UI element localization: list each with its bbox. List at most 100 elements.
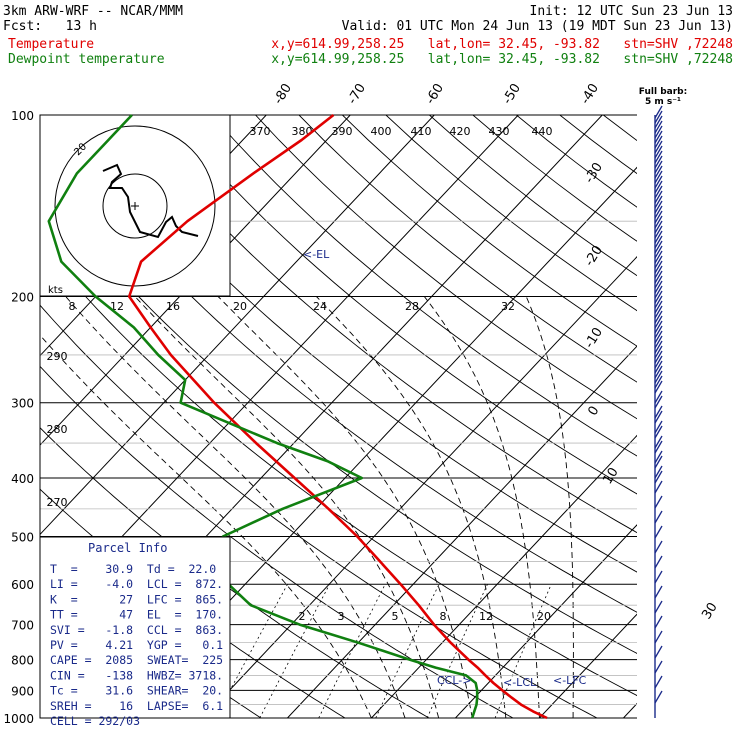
wind-barb bbox=[654, 470, 663, 484]
wind-barb bbox=[654, 105, 663, 119]
parcel-info-row: CAPE = 2085 SWEAT= 225 bbox=[50, 653, 223, 667]
full-barb-label: Full barb: bbox=[639, 87, 687, 97]
wind-barb bbox=[654, 205, 663, 219]
temperature-legend: Temperature bbox=[8, 37, 94, 52]
isotherm-line bbox=[707, 115, 740, 718]
mixing-low-label: 3 bbox=[338, 610, 345, 623]
hodograph-units: kts bbox=[48, 285, 63, 296]
wind-barb bbox=[654, 155, 663, 169]
wind-barb bbox=[654, 450, 663, 464]
wind-barb bbox=[654, 140, 663, 154]
wind-barb bbox=[654, 165, 663, 179]
isotherm-label: -70 bbox=[345, 81, 369, 107]
wind-barb bbox=[654, 390, 663, 404]
wind-barb bbox=[654, 350, 663, 364]
hodograph-trace bbox=[102, 163, 199, 239]
theta-label: 380 bbox=[292, 125, 313, 138]
wind-barb bbox=[654, 540, 663, 554]
wind-barb bbox=[654, 255, 663, 269]
moist-adiabat-line bbox=[316, 296, 507, 718]
mixing-ratio-line bbox=[494, 584, 552, 718]
wind-barb bbox=[654, 345, 663, 359]
moist-adiabat-line bbox=[217, 296, 473, 718]
wind-barb bbox=[654, 160, 663, 174]
wind-barb bbox=[654, 480, 663, 494]
wind-barb bbox=[654, 660, 663, 674]
wind-barb bbox=[654, 380, 663, 394]
mixing-low-label: 2 bbox=[299, 610, 306, 623]
wind-barb bbox=[654, 465, 663, 479]
annotation-label: <-LCL bbox=[503, 676, 537, 689]
dry-adiabat-line bbox=[168, 115, 637, 495]
wind-barb bbox=[654, 585, 663, 599]
parcel-info-row: K = 27 LFC = 865. bbox=[50, 592, 223, 606]
wind-barb bbox=[654, 110, 663, 124]
theta-label: 390 bbox=[332, 125, 353, 138]
theta-left-label: 290 bbox=[47, 350, 68, 363]
temperature-line bbox=[127, 113, 548, 720]
isotherm-label: -40 bbox=[578, 81, 602, 107]
theta-label: 420 bbox=[450, 125, 471, 138]
pressure-tick-label: 100 bbox=[11, 109, 34, 123]
mixing-label: 24 bbox=[313, 300, 327, 313]
wind-barb bbox=[654, 220, 663, 234]
theta-label: 370 bbox=[250, 125, 271, 138]
theta-label: 400 bbox=[371, 125, 392, 138]
wind-barb bbox=[654, 230, 663, 244]
moist-adiabat-line bbox=[40, 334, 372, 718]
wind-barb bbox=[654, 270, 663, 284]
forecast-hour: Fcst: 13 h bbox=[3, 19, 97, 34]
mixing-ratio-line bbox=[318, 584, 386, 718]
mixing-label: 28 bbox=[405, 300, 419, 313]
theta-label: 430 bbox=[489, 125, 510, 138]
wind-barb bbox=[654, 305, 663, 319]
theta-left-label: 270 bbox=[47, 496, 68, 509]
wind-barb bbox=[654, 145, 663, 159]
wind-barb bbox=[654, 455, 663, 469]
wind-barb bbox=[654, 240, 663, 254]
wind-barb bbox=[654, 310, 663, 324]
pressure-tick-label: 200 bbox=[11, 291, 34, 305]
wind-barb bbox=[654, 375, 663, 389]
dry-adiabat-line bbox=[342, 115, 637, 347]
theta-left-label: 280 bbox=[47, 423, 68, 436]
wind-barb bbox=[654, 425, 663, 439]
wind-barbs bbox=[654, 105, 663, 718]
mixing-low-label: 20 bbox=[537, 610, 551, 623]
wind-barb bbox=[654, 495, 663, 509]
wind-barb bbox=[654, 570, 663, 584]
wind-barb bbox=[654, 195, 663, 209]
wind-barb bbox=[654, 200, 663, 214]
parcel-info-panel: Parcel Info T = 30.9 Td = 22.0LI = -4.0 … bbox=[39, 536, 231, 728]
pressure-tick-label: 400 bbox=[11, 472, 34, 486]
isotherm-line bbox=[203, 256, 637, 718]
valid-time: Valid: 01 UTC Mon 24 Jun 13 (19 MDT Sun … bbox=[342, 19, 733, 34]
mixing-label: 20 bbox=[233, 300, 247, 313]
wind-barb bbox=[654, 175, 663, 189]
wind-barb bbox=[654, 645, 663, 659]
wind-barb bbox=[654, 260, 663, 274]
parcel-info-row: TT = 47 EL = 170. bbox=[50, 608, 223, 622]
dry-adiabat-line bbox=[516, 115, 637, 208]
wind-barb bbox=[654, 510, 663, 524]
pressure-tick-label: 300 bbox=[11, 397, 34, 411]
wind-barb bbox=[654, 265, 663, 279]
isotherm-label: -10 bbox=[582, 325, 606, 351]
isotherm-line bbox=[371, 434, 637, 718]
wind-barb bbox=[654, 435, 663, 449]
wind-barb bbox=[654, 235, 663, 249]
wind-barb bbox=[654, 420, 663, 434]
isotherm-line bbox=[40, 115, 435, 536]
parcel-info-row: SREH = 16 LAPSE= 6.1 bbox=[50, 699, 223, 713]
theta-label: 410 bbox=[411, 125, 432, 138]
full-barb-units: 5 m s⁻¹ bbox=[645, 97, 681, 107]
mixing-ratio-line bbox=[259, 584, 330, 718]
parcel-info-row: T = 30.9 Td = 22.0 bbox=[50, 562, 216, 576]
wind-barb bbox=[654, 170, 663, 184]
wind-barb bbox=[654, 340, 663, 354]
theta-label: 440 bbox=[532, 125, 553, 138]
wind-barb bbox=[654, 185, 663, 199]
isotherm-label: -50 bbox=[500, 81, 524, 107]
